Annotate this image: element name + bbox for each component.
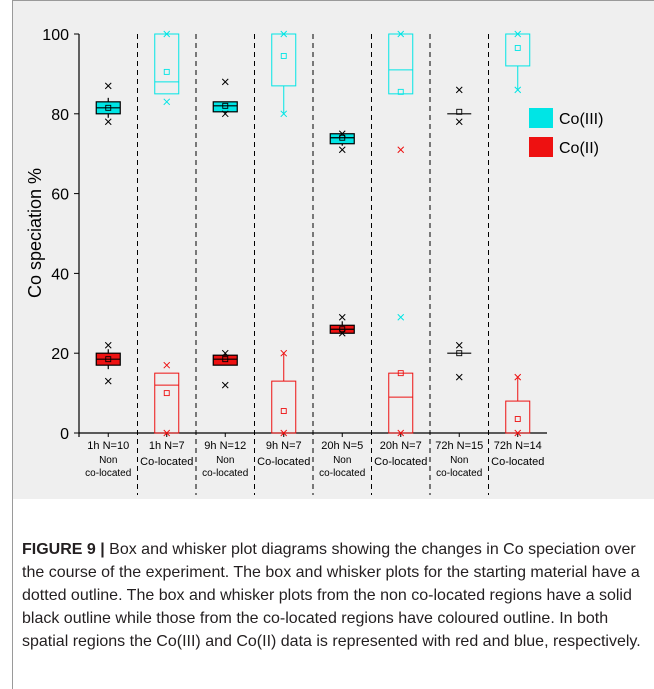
category-sublabel: Co-located — [140, 456, 193, 468]
box-coiii-body — [505, 33, 531, 67]
box-coii-mean-marker — [280, 408, 287, 415]
box-coii-extreme-marker — [104, 341, 112, 349]
box-coiii-mean-marker — [163, 68, 170, 75]
box-coii-mean-marker — [222, 356, 229, 363]
category-label: 72h N=15 — [435, 440, 483, 452]
box-coiii-body — [271, 33, 297, 87]
category-sublabel: Co-located — [491, 456, 544, 468]
box-coiii-extreme-marker — [280, 30, 288, 38]
box-coii-mean-marker — [339, 326, 346, 333]
category-label: 9h N=12 — [204, 440, 246, 452]
y-tick-label: 60 — [51, 187, 69, 204]
box-coii-extreme-marker — [163, 361, 171, 369]
box-coii-mean-marker — [456, 350, 463, 357]
box-coii-body — [505, 400, 531, 434]
category-sublabel: co-located — [85, 468, 131, 479]
box-coii-extreme-marker — [455, 373, 463, 381]
box-coii-extreme-marker — [221, 349, 229, 357]
category-sublabel: co-located — [436, 468, 482, 479]
box-coiii-extreme-marker — [338, 146, 346, 154]
category-label: 1h N=10 — [87, 440, 129, 452]
box-coii-extreme-marker — [514, 373, 522, 381]
box-coii-body — [388, 372, 414, 434]
category-sublabel: co-located — [319, 468, 365, 479]
plot-area — [13, 1, 654, 499]
category-sublabel: Non — [99, 455, 117, 466]
box-coii-body — [154, 372, 180, 434]
box-coiii-extreme-marker — [514, 30, 522, 38]
box-coiii-extreme-marker — [221, 78, 229, 86]
box-coiii-extreme-marker — [163, 30, 171, 38]
box-coii-extreme-marker — [280, 429, 288, 437]
box-coii-mean-marker — [163, 390, 170, 397]
figure-caption: FIGURE 9 | Box and whisker plot diagrams… — [22, 538, 642, 653]
box-coii-extreme-marker — [338, 329, 346, 337]
box-coiii-body — [154, 33, 180, 95]
box-coiii-mean-marker — [222, 102, 229, 109]
box-coiii-body — [388, 33, 414, 95]
box-coiii-mean-marker — [280, 52, 287, 59]
caption-text: Box and whisker plot diagrams showing th… — [22, 541, 641, 650]
y-tick-label: 40 — [51, 266, 69, 283]
box-coii-extreme-marker — [397, 429, 405, 437]
category-label: 1h N=7 — [149, 440, 185, 452]
box-coii-body — [271, 380, 297, 434]
category-sublabel: Non — [450, 455, 468, 466]
category-label: 20h N=7 — [380, 440, 422, 452]
legend-label: Co(II) — [559, 140, 599, 157]
box-coiii-mean-marker — [514, 45, 521, 51]
y-tick-label: 0 — [60, 426, 69, 443]
figure-frame — [12, 0, 654, 689]
legend-swatch — [529, 108, 553, 128]
box-coiii-extreme-marker — [104, 82, 112, 90]
category-sublabel: Non — [333, 455, 351, 466]
caption-label: FIGURE 9 | — [22, 541, 105, 558]
y-axis-label: Co speciation % — [25, 168, 45, 298]
box-coiii-extreme-marker — [514, 86, 522, 94]
box-plot-chart: Co speciation % 0 20 40 60 80 100 1h N=10 Non co… — [25, 27, 603, 495]
box-coii-extreme-marker — [514, 429, 522, 437]
box-coiii-body — [212, 101, 238, 113]
box-coii-mean-marker — [514, 416, 521, 422]
box-coiii-extreme-marker — [338, 130, 346, 138]
box-coiii-extreme-marker — [104, 118, 112, 126]
box-coii-extreme-marker — [455, 341, 463, 349]
box-coii-mean-marker — [105, 356, 112, 363]
box-coiii-extreme-marker — [280, 110, 288, 118]
y-tick-label: 100 — [42, 27, 69, 44]
box-coiii-mean-marker — [397, 88, 404, 95]
box-coii-extreme-marker — [163, 429, 171, 437]
box-coiii-mean-marker — [339, 134, 346, 141]
box-coiii-mean-marker — [105, 104, 112, 111]
box-coiii-extreme-marker — [397, 30, 405, 38]
legend-swatch — [529, 137, 553, 157]
box-coii-extreme-marker — [338, 313, 346, 321]
category-sublabel: Non — [216, 455, 234, 466]
box-coiii-extreme-marker — [397, 313, 405, 321]
box-coii-extreme-marker — [221, 381, 229, 389]
box-coiii-mean-marker — [456, 108, 463, 115]
category-sublabel: Co-located — [374, 456, 427, 468]
category-label: 72h N=14 — [494, 440, 542, 452]
legend-label: Co(III) — [559, 111, 603, 128]
box-coiii-extreme-marker — [455, 118, 463, 126]
category-label: 9h N=7 — [266, 440, 302, 452]
box-coii-extreme-marker — [104, 377, 112, 385]
box-coiii-extreme-marker — [455, 86, 463, 94]
category-label: 20h N=5 — [321, 440, 363, 452]
y-tick-label: 20 — [51, 346, 69, 363]
box-coii-mean-marker — [397, 370, 404, 377]
category-sublabel: co-located — [202, 468, 248, 479]
y-tick-label: 80 — [51, 107, 69, 124]
box-coii-extreme-marker — [280, 349, 288, 357]
box-coiii-extreme-marker — [221, 110, 229, 118]
box-coiii-extreme-marker — [163, 98, 171, 106]
box-coii-extreme-marker — [397, 146, 405, 154]
category-sublabel: Co-located — [257, 456, 310, 468]
box-coii-body — [212, 354, 238, 366]
